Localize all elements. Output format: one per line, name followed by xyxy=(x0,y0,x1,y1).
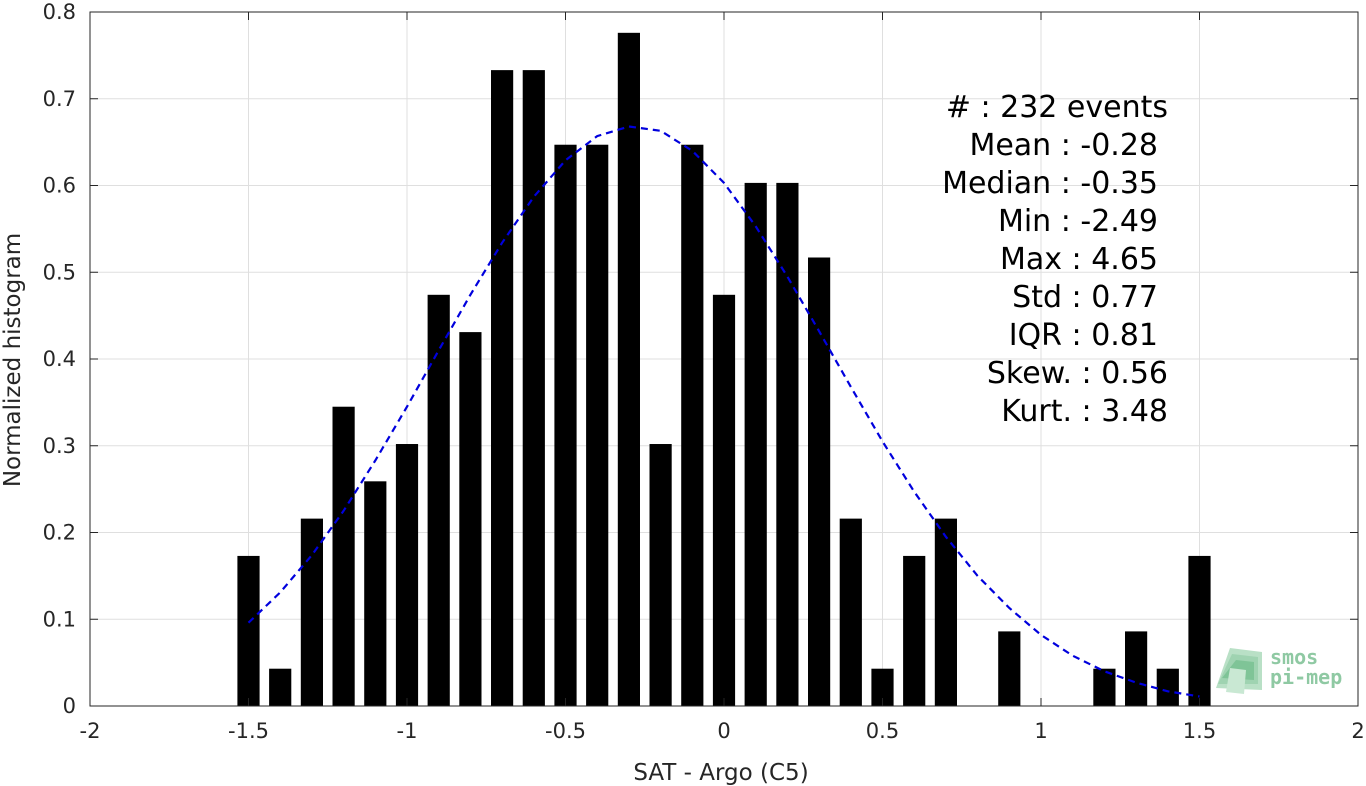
x-tick-label: -0.5 xyxy=(545,719,586,743)
x-tick-label: -2 xyxy=(80,719,101,743)
y-axis-label: Normalized histogram xyxy=(0,233,26,487)
histogram-bar xyxy=(554,144,577,707)
smos-pi-mep-logo: smos pi-mep xyxy=(1216,645,1342,694)
y-tick-label: 0.5 xyxy=(43,260,76,284)
histogram-bar xyxy=(522,70,545,706)
histogram-bar xyxy=(934,518,957,706)
y-tick-label: 0.8 xyxy=(43,0,76,24)
stat-line: Mean : -0.28 xyxy=(969,128,1158,163)
stat-line: Max : 4.65 xyxy=(1000,242,1158,277)
stat-line: Min : -2.49 xyxy=(998,204,1158,239)
histogram-bar xyxy=(491,70,514,706)
stat-line: Kurt. : 3.48 xyxy=(1001,394,1168,429)
histogram-bar xyxy=(300,518,323,706)
histogram-bar xyxy=(649,444,672,706)
histogram-bar xyxy=(269,668,292,706)
histogram-bar xyxy=(808,257,831,706)
logo-line-2: pi-mep xyxy=(1270,665,1342,689)
normal-fit-curve xyxy=(247,125,1200,698)
histogram-bar xyxy=(1125,631,1148,706)
x-axis-label: SAT - Argo (C5) xyxy=(633,760,808,786)
histogram-bar xyxy=(586,144,609,707)
y-tick-label: 0.4 xyxy=(43,347,76,371)
x-tick-label: 0 xyxy=(717,719,730,743)
y-tick-label: 0 xyxy=(63,694,76,718)
y-tick-label: 0.2 xyxy=(43,521,76,545)
histogram-bar xyxy=(364,481,387,706)
x-tick-label: 1 xyxy=(1034,719,1047,743)
y-tick-label: 0.3 xyxy=(43,434,76,458)
histogram-bar xyxy=(427,294,450,706)
x-tick-label: 1.5 xyxy=(1183,719,1216,743)
histogram-bar xyxy=(776,182,799,706)
histogram-bar xyxy=(839,518,862,706)
histogram-bar xyxy=(903,555,926,706)
histogram-bar xyxy=(332,406,355,706)
histogram-bar xyxy=(712,294,736,706)
histogram-bar xyxy=(998,631,1021,706)
logo-line-1: smos xyxy=(1270,645,1318,669)
histogram-bar xyxy=(681,144,704,707)
histogram-bar xyxy=(237,555,260,706)
y-tick-label: 0.1 xyxy=(43,607,76,631)
x-tick-label: 0.5 xyxy=(866,719,899,743)
y-tick-label: 0.6 xyxy=(43,174,76,198)
histogram-bar xyxy=(1093,668,1116,706)
axis-ticks: -2 -1.5 -1 -0.5 0 0.5 1 1.5 2 0 0.1 0.2 0.3 0.4 0.5 0.6… xyxy=(43,0,1365,743)
x-tick-label: -1 xyxy=(397,719,418,743)
logo-mark-icon xyxy=(1216,648,1262,694)
histogram-bar xyxy=(744,182,767,706)
gaussian-fit-line xyxy=(247,125,1200,698)
histogram-bars xyxy=(237,32,1211,707)
x-tick-label: 2 xyxy=(1351,719,1364,743)
stat-line: Median : -0.35 xyxy=(942,166,1158,201)
histogram-bar xyxy=(871,668,894,706)
histogram-bar xyxy=(1188,555,1211,706)
stat-line: Std : 0.77 xyxy=(1012,280,1158,315)
histogram-bar xyxy=(459,332,482,706)
stat-line: # : 232 events xyxy=(946,90,1168,125)
histogram-bar xyxy=(617,32,640,706)
x-tick-label: -1.5 xyxy=(228,719,269,743)
histogram-bar xyxy=(395,444,419,706)
stat-line: Skew. : 0.56 xyxy=(987,356,1168,391)
histogram-bar xyxy=(1156,668,1179,706)
stat-line: IQR : 0.81 xyxy=(1009,318,1158,353)
y-tick-label: 0.7 xyxy=(43,87,76,111)
